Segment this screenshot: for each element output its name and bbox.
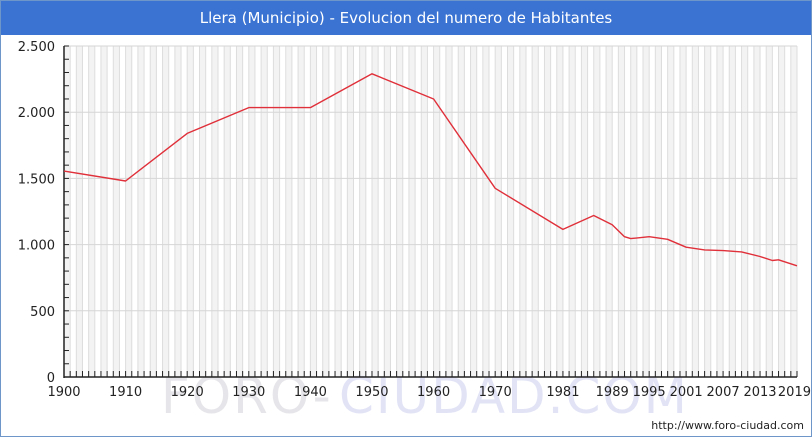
- y-tick-label: 1.000: [18, 239, 55, 254]
- x-tick-label: 1950: [355, 385, 388, 400]
- x-tick-label: 1995: [633, 385, 666, 400]
- chart-title: Llera (Municipio) - Evolucion del numero…: [1, 1, 811, 35]
- y-tick-label: 2.500: [18, 40, 55, 55]
- source-credit: http://www.foro-ciudad.com: [651, 419, 804, 432]
- x-tick-label: 1981: [546, 385, 579, 400]
- plot-area: [64, 46, 797, 377]
- x-tick-label: 1960: [417, 385, 450, 400]
- vertical-grid: [63, 46, 798, 377]
- y-tick-label: 500: [30, 305, 55, 320]
- x-tick-label: 2007: [707, 385, 740, 400]
- x-axis-labels: 1900 1910 1920 1930 1940 1950 1960 1970 1981 1989…: [47, 385, 811, 400]
- y-tick-label: 2.000: [18, 106, 55, 121]
- x-tick-label: 2001: [670, 385, 703, 400]
- y-tick-label: 1.500: [18, 172, 55, 187]
- y-ticks: [64, 45, 69, 378]
- x-ticks: [63, 371, 798, 377]
- y-tick-label: 0: [47, 371, 55, 386]
- x-tick-label: 1989: [596, 385, 629, 400]
- x-tick-label: 2019: [778, 385, 811, 400]
- population-line: [63, 73, 798, 267]
- x-tick-label: 2013: [743, 385, 776, 400]
- x-tick-label: 1970: [479, 385, 512, 400]
- x-tick-label: 1910: [109, 385, 142, 400]
- x-tick-label: 1930: [232, 385, 265, 400]
- x-tick-label: 1900: [47, 385, 80, 400]
- x-tick-label: 1940: [294, 385, 327, 400]
- y-axis-labels: 0 500 1.000 1.500 2.000 2.500: [18, 40, 55, 386]
- x-tick-label: 1920: [171, 385, 204, 400]
